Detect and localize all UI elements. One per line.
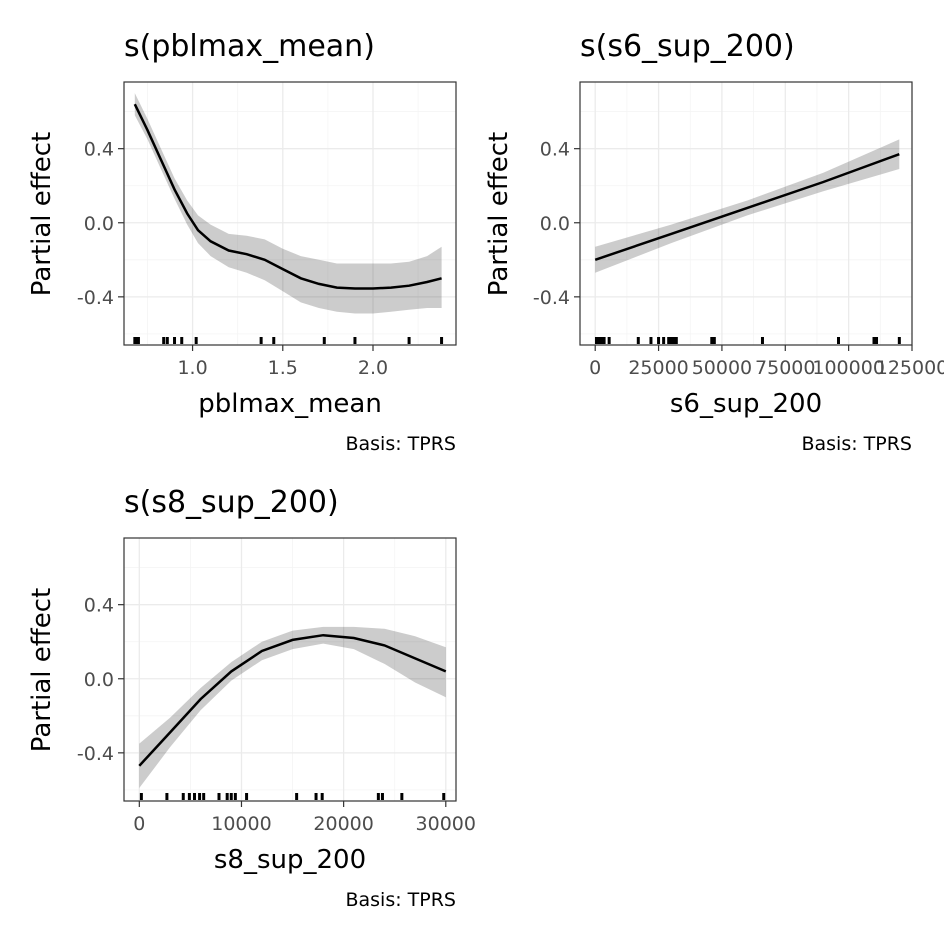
x-tick-label: 75000 <box>755 357 815 379</box>
smooth-line <box>138 633 447 767</box>
y-tick-label: -0.4 <box>77 287 114 309</box>
x-tick-label: 2.0 <box>358 357 388 379</box>
confidence-band <box>139 626 446 788</box>
x-tick-label: 30000 <box>416 813 476 835</box>
smooth-line <box>594 153 900 261</box>
confidence-band <box>595 139 900 273</box>
plot-area: 0 10000 20000 30000 0.4 0.0 -0.4 <box>77 537 476 835</box>
y-tick-label: -0.4 <box>77 743 114 765</box>
y-tick-label: 0.0 <box>540 213 570 235</box>
basis-caption: Basis: TPRS <box>801 433 912 455</box>
plot-area: 1.0 1.5 2.0 0.4 0.0 -0.4 <box>77 81 457 379</box>
x-tick-label: 100000 <box>812 357 885 379</box>
panel-pblmax-mean: s(pblmax_mean) 1.0 1.5 2.0 0.4 0.0 -0.4 pblma… <box>27 29 457 455</box>
x-tick-label: 1.0 <box>177 357 207 379</box>
x-tick-label: 10000 <box>211 813 271 835</box>
y-tick-label: 0.0 <box>84 213 114 235</box>
panel-border <box>579 81 913 346</box>
x-tick-label: 20000 <box>313 813 373 835</box>
y-tick-label: 0.4 <box>540 139 570 161</box>
y-tick-label: -0.4 <box>533 287 570 309</box>
smooth-line <box>133 103 442 290</box>
panel-s6-sup-200: s(s6_sup_200) 0 25000 50000 750001000001250… <box>484 29 944 455</box>
x-tick-label: 50000 <box>692 357 752 379</box>
panel-border <box>123 81 457 346</box>
basis-caption: Basis: TPRS <box>345 889 456 911</box>
basis-caption: Basis: TPRS <box>345 433 456 455</box>
panel-title: s(pblmax_mean) <box>124 29 375 64</box>
x-axis-title: pblmax_mean <box>198 389 382 419</box>
y-tick-label: 0.0 <box>84 669 114 691</box>
y-axis-title: Partial effect <box>27 132 57 296</box>
confidence-band <box>134 93 442 314</box>
x-tick-label: 0 <box>589 357 601 379</box>
x-tick-label: 125000 <box>876 357 944 379</box>
x-tick-label: 25000 <box>628 357 688 379</box>
x-tick-label: 1.5 <box>268 357 298 379</box>
y-axis-title: Partial effect <box>484 132 514 296</box>
y-axis-title: Partial effect <box>27 588 57 752</box>
y-tick-label: 0.4 <box>84 139 114 161</box>
x-tick-label: 0 <box>133 813 145 835</box>
y-tick-label: 0.4 <box>84 595 114 617</box>
x-axis-title: s6_sup_200 <box>670 389 822 419</box>
panel-s8-sup-200: s(s8_sup_200) 0 10000 20000 30000 0.4 0.0 -0.4… <box>27 485 476 911</box>
panel-title: s(s8_sup_200) <box>124 485 339 520</box>
panel-title: s(s6_sup_200) <box>580 29 795 64</box>
x-axis-title: s8_sup_200 <box>214 845 366 875</box>
panel-border <box>123 537 457 802</box>
